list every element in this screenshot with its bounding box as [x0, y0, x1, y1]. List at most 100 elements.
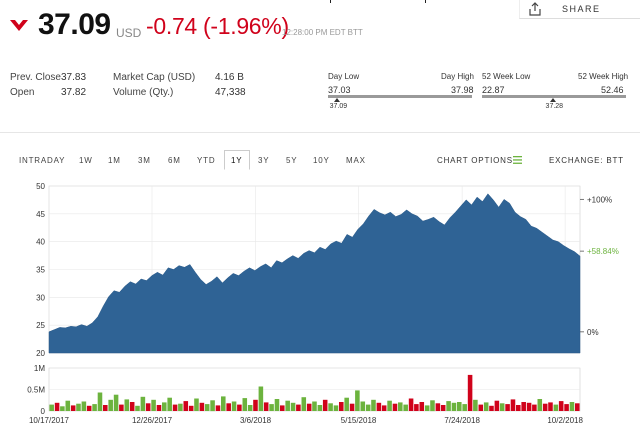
volume-bar — [54, 402, 60, 411]
tab-intraday[interactable]: INTRADAY — [19, 156, 66, 165]
volume-bar — [564, 404, 569, 411]
volume-bar — [108, 399, 113, 411]
tab-max[interactable]: MAX — [346, 156, 366, 165]
volume-bar — [274, 399, 280, 411]
volume-bar — [135, 405, 140, 411]
volume-bar — [140, 396, 146, 411]
volume-bar — [210, 400, 215, 412]
volume-bar — [263, 402, 269, 411]
volume-bar — [65, 400, 71, 411]
tab-6m[interactable]: 6M — [168, 156, 181, 165]
tab-10y[interactable]: 10Y — [313, 156, 330, 165]
52week-high-label: 52 Week High — [578, 72, 629, 81]
share-label: SHARE — [562, 4, 601, 14]
volume-bar — [510, 399, 516, 411]
active-tab-highlight — [224, 150, 250, 170]
volume-bar — [462, 404, 467, 411]
day-range-bar — [328, 95, 472, 98]
y-tick-label: 40 — [36, 238, 45, 247]
top-border — [0, 0, 640, 3]
top-tick-mark — [425, 0, 426, 3]
volume-bar — [360, 401, 366, 411]
quote-timestamp: 12:28:00 PM EDT BTT — [282, 28, 363, 37]
prev-close-value: 37.83 — [61, 72, 87, 83]
volume-bar — [440, 405, 446, 411]
volume-bar — [215, 405, 221, 411]
market-cap-label: Market Cap (USD) — [113, 72, 196, 83]
volume-bar — [516, 405, 521, 411]
tab-3y[interactable]: 3Y — [258, 156, 270, 165]
volume-bar — [151, 399, 156, 411]
volume-bar — [349, 403, 355, 411]
share-button[interactable]: SHARE — [519, 0, 640, 19]
volume-bar — [81, 401, 87, 411]
52week-high-value: 52.46 — [601, 85, 624, 95]
price-area — [48, 193, 581, 354]
y-tick-label: 35 — [36, 266, 45, 275]
top-tick-mark — [330, 0, 331, 3]
volume-bar — [129, 402, 135, 411]
52week-low-value: 22.87 — [482, 85, 505, 95]
volume-bar — [489, 405, 494, 411]
volume-bar — [92, 404, 97, 411]
volume-tick-label: 0.5M — [27, 386, 45, 395]
52week-range-bar — [482, 95, 626, 98]
volume-bar — [569, 402, 575, 411]
volume-bar — [258, 386, 264, 411]
volume-bar — [86, 405, 92, 411]
volume-bar — [499, 403, 505, 411]
volume-bar — [392, 403, 398, 411]
x-tick-label: 7/24/2018 — [444, 416, 480, 425]
y-tick-label: 30 — [36, 293, 45, 302]
prev-close-label: Prev. Close — [10, 72, 61, 83]
x-tick-label: 10/17/2017 — [29, 416, 70, 425]
menu-icon[interactable] — [513, 156, 522, 164]
volume-bar — [376, 402, 382, 411]
volume-bar — [188, 405, 194, 411]
price-change: -0.74 (-1.96%) — [146, 13, 289, 39]
day-high-label: Day High — [441, 72, 474, 81]
volume-bar — [145, 403, 151, 411]
volume-bar — [301, 397, 307, 411]
volume-bar — [269, 404, 274, 411]
volume-bar — [306, 403, 312, 411]
exchange-label[interactable]: EXCHANGE: BTT — [549, 156, 624, 165]
volume-bar — [478, 404, 484, 411]
volume-bar — [473, 399, 478, 411]
x-tick-label: 5/15/2018 — [341, 416, 377, 425]
volume-bar — [231, 401, 237, 411]
volume-bar — [172, 404, 178, 411]
volume-bar — [247, 405, 253, 411]
volume-bar — [285, 400, 290, 411]
tab-5y[interactable]: 5Y — [286, 156, 298, 165]
volume-bar — [76, 403, 81, 411]
x-tick-label: 10/2/2018 — [547, 416, 583, 425]
volume-bar — [575, 403, 580, 411]
volume-bar — [398, 402, 403, 411]
tab-3m[interactable]: 3M — [138, 156, 151, 165]
tab-1w[interactable]: 1W — [79, 156, 93, 165]
right-tick-label: +58.84% — [587, 247, 619, 256]
volume-bar — [103, 405, 108, 411]
volume-bar — [290, 402, 296, 411]
tab-1y[interactable]: 1Y — [231, 156, 243, 165]
52week-low-label: 52 Week Low — [482, 72, 531, 81]
volume-bar — [280, 405, 285, 411]
volume-bar — [542, 403, 548, 411]
tab-1m[interactable]: 1M — [108, 156, 121, 165]
volume-bar — [124, 399, 130, 411]
volume-bar — [526, 402, 532, 411]
volume-bar — [451, 402, 457, 411]
volume-bar — [49, 404, 54, 411]
volume-bar — [204, 404, 210, 411]
volume-tick-label: 0 — [41, 407, 46, 416]
right-tick-label: +100% — [587, 195, 612, 204]
section-divider — [0, 132, 640, 133]
chart-options-button[interactable]: CHART OPTIONS — [437, 156, 513, 165]
tab-ytd[interactable]: YTD — [197, 156, 216, 165]
day-low-value: 37.03 — [328, 85, 351, 95]
y-tick-label: 45 — [36, 210, 45, 219]
volume-bar — [328, 403, 333, 411]
volume-bar — [253, 399, 258, 411]
volume-value: 47,338 — [215, 87, 246, 98]
